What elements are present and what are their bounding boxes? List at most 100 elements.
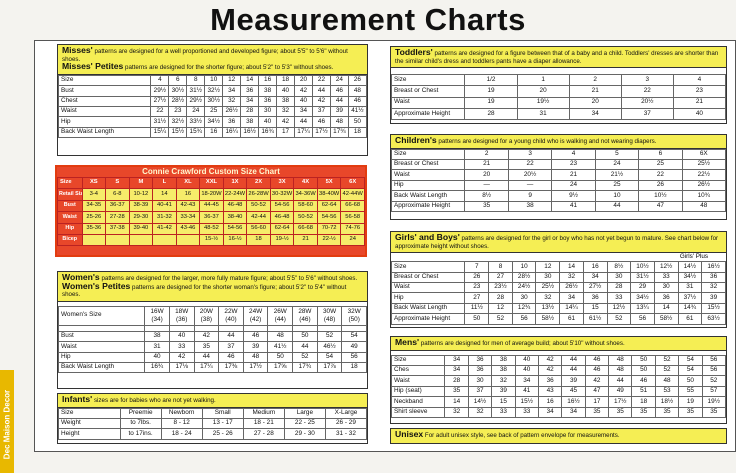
childrens-header: Children's patterns are designed for a y…: [391, 135, 726, 149]
table-cell: 48: [681, 200, 726, 212]
table-cell: Hip: [391, 179, 466, 192]
table-cell: 4: [551, 148, 596, 161]
table-cell: 38: [144, 330, 170, 343]
table-cell: 35-36: [81, 222, 107, 235]
table-cell: 20W (38): [193, 305, 220, 326]
table-cell: 6X: [340, 176, 365, 190]
table-cell: 17: [276, 126, 296, 139]
table-cell: 51: [631, 385, 656, 398]
table-cell: 4: [150, 74, 170, 87]
table-cell: 23: [551, 158, 596, 171]
table-cell: 31½: [186, 85, 206, 97]
table-cell: 58½: [535, 313, 561, 325]
table-cell: —: [507, 179, 553, 192]
table-cell: 63½: [701, 313, 726, 325]
table-cell: 46: [584, 354, 610, 367]
table-cell: 54-56: [316, 211, 342, 224]
table-cell: 12: [222, 74, 242, 87]
table-cell: 19½: [701, 396, 726, 408]
table-cell: 13¼: [630, 302, 655, 315]
table-cell: 44: [218, 330, 244, 343]
table-cell: 36-37: [199, 211, 224, 224]
table-cell: 23: [168, 105, 188, 118]
table-cell: 18 - 24: [160, 428, 203, 440]
table-cell: 30: [535, 271, 561, 283]
table-cell: 6-8: [105, 188, 130, 201]
womens-section: Women's patterns are designed for the la…: [57, 271, 368, 389]
table-cell: Shirt sleeve: [391, 406, 446, 418]
table-cell: 25-26: [81, 211, 107, 224]
table-cell: 4X: [293, 176, 318, 190]
childrens-section: Children's patterns are designed for a y…: [390, 134, 727, 220]
table-cell: 22 - 25: [283, 417, 326, 430]
table-cell: 24: [329, 74, 349, 87]
table-cell: 33: [653, 271, 679, 283]
table-cell: 37: [311, 105, 331, 118]
table-header-row: Size 2 3 4 5 6 6X: [391, 148, 726, 161]
table-cell: Bicep: [57, 233, 83, 247]
table-cell: 17½: [242, 361, 269, 374]
table-cell: 57: [701, 385, 726, 398]
mens-header: Mens' patterns are designed for men of a…: [391, 337, 726, 351]
table-cell: Preemie: [119, 407, 162, 420]
table-cell: 36: [222, 116, 242, 128]
table-row: Breast or Chest 21 22 23 24 25 25½: [391, 158, 726, 171]
table-cell: L: [152, 176, 177, 190]
table-cell: Breast or Chest: [391, 158, 466, 171]
table-cell: 34-35: [81, 199, 107, 213]
table-cell: 3-4: [81, 188, 107, 201]
table-cell: 2: [568, 74, 622, 87]
table-cell: 29: [630, 281, 655, 294]
table-cell: Breast or Chest: [391, 271, 466, 283]
table-cell: Back Waist Length: [391, 302, 466, 315]
table-cell: 39: [242, 341, 269, 353]
table-cell: 52: [654, 354, 680, 367]
table-cell: 48: [267, 330, 294, 343]
table-cell: 34: [222, 85, 242, 97]
table-cell: 38-40W: [316, 188, 342, 201]
table-cell: 44: [594, 200, 640, 212]
table-row: Chest 27½ 28½ 29½ 30½ 32 34 36 38 40 42 44 46: [58, 95, 367, 107]
table-cell: 41: [514, 385, 539, 398]
table-cell: 25: [638, 158, 683, 171]
table-cell: 39-40: [128, 222, 154, 235]
size-alt-label: (34): [151, 315, 163, 323]
size-label: 26W: [273, 307, 287, 315]
table-row: Hip 35-36 37-38 39-40 41-42 43-46 48-52 54-56 56…: [57, 222, 365, 235]
table-row: Breast or Chest 19 20 21 22 23: [391, 85, 726, 98]
table-cell: M: [128, 176, 154, 190]
table-cell: 10: [204, 74, 224, 87]
table-row: Waist 19 19½ 20 20½ 21: [391, 96, 726, 109]
table-cell: 19-½: [269, 233, 295, 247]
table-cell: 29 - 30: [283, 428, 326, 440]
table-cell: 17¾: [329, 126, 349, 139]
table-cell: 34: [444, 354, 469, 367]
table-row: Retail Size3-46-810-12141618-20W22-24W26…: [57, 188, 365, 201]
table-cell: 37: [218, 341, 244, 353]
table-cell: 21½: [594, 169, 640, 181]
childrens-table: Size 2 3 4 5 6 6X Breast or Chest 21 22 23 24 25 25½ W…: [391, 148, 726, 212]
table-cell: 8: [488, 261, 513, 273]
table-row: Ches 34 36 38 40 42 44 46 48 50 52 54 56: [391, 364, 726, 377]
table-cell: 21: [293, 233, 318, 247]
table-cell: 34½: [630, 292, 655, 304]
table-cell: 52: [316, 330, 343, 343]
table-cell: 15-½: [199, 233, 224, 247]
table-cell: Size: [58, 74, 152, 87]
table-cell: 41-42: [152, 222, 177, 235]
table-cell: 22W (40): [218, 305, 244, 326]
table-cell: XS: [81, 176, 107, 190]
table-cell: 31 - 32: [324, 428, 367, 440]
table-cell: 22-24W: [222, 188, 248, 201]
table-header-row: Size 4 6 8 10 12 14 16 18 20 22 24 26: [58, 74, 367, 87]
table-cell: 17⅛: [168, 361, 195, 374]
table-cell: 48: [347, 85, 367, 97]
table-cell: 50: [347, 116, 367, 128]
table-cell: 48: [608, 364, 633, 377]
table-cell: 6: [168, 74, 188, 87]
table-cell: 1: [516, 74, 570, 87]
table-cell: 40: [144, 351, 170, 363]
table-cell: 52: [606, 313, 632, 325]
table-cell: Approximate Height: [391, 200, 466, 212]
table-cell: 16¾: [144, 361, 170, 374]
